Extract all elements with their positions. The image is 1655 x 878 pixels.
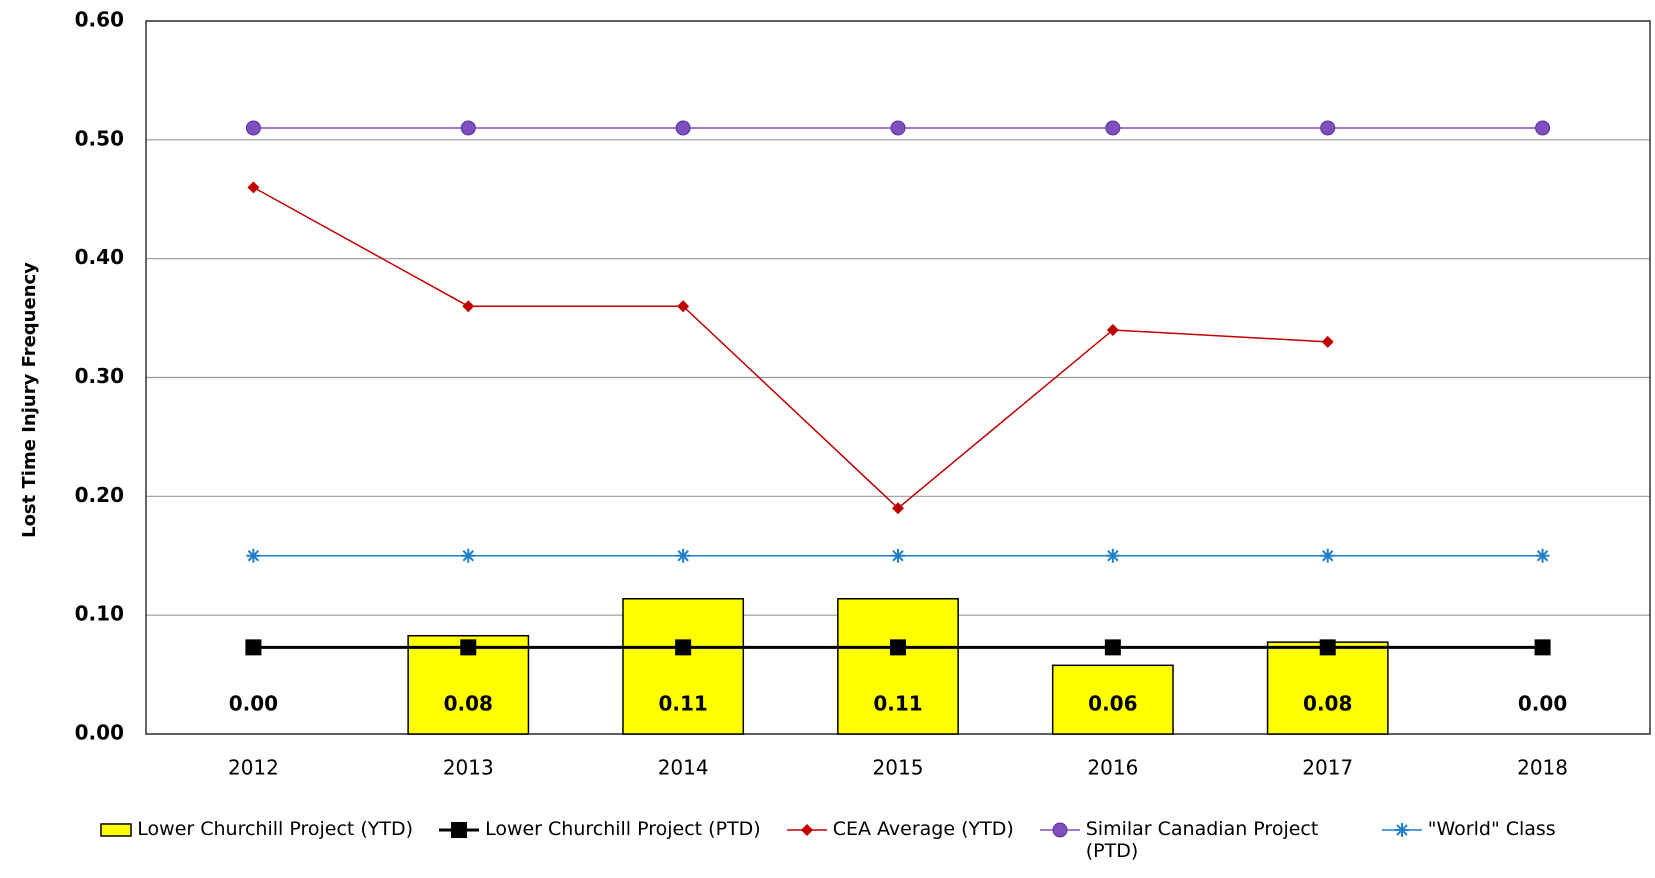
- bar-value-label: 0.11: [873, 692, 922, 716]
- marker: [675, 120, 691, 136]
- legend-item: Similar Canadian Project (PTD): [1038, 818, 1356, 862]
- x-tick-label: 2015: [873, 756, 924, 780]
- marker: [677, 300, 690, 313]
- marker: [461, 548, 476, 563]
- marker: [800, 824, 813, 836]
- bar: [1266, 641, 1389, 735]
- y-tick-label: 0.50: [75, 126, 124, 150]
- legend-item: Lower Churchill Project (YTD): [99, 818, 413, 840]
- x-tick-label: 2016: [1087, 756, 1138, 780]
- legend-item: Lower Churchill Project (PTD): [437, 818, 761, 840]
- legend-label: "World" Class: [1427, 818, 1556, 840]
- marker: [890, 120, 906, 136]
- bar-value-label: 0.11: [658, 692, 707, 716]
- marker: [1105, 120, 1121, 136]
- marker: [1534, 639, 1551, 656]
- marker: [246, 548, 261, 563]
- marker: [245, 639, 262, 656]
- legend-item: CEA Average (YTD): [785, 818, 1014, 840]
- marker: [1052, 822, 1068, 838]
- marker: [451, 822, 468, 838]
- y-tick-label: 0.00: [75, 721, 124, 745]
- bar: [1051, 664, 1174, 735]
- legend-icon: [439, 822, 480, 838]
- marker: [245, 120, 261, 136]
- x-tick-label: 2017: [1302, 756, 1353, 780]
- marker: [1104, 639, 1121, 656]
- marker: [1105, 548, 1120, 563]
- legend-label: Similar Canadian Project (PTD): [1085, 818, 1319, 862]
- marker: [247, 181, 260, 194]
- marker: [462, 300, 475, 313]
- bar-value-label: 0.06: [1088, 692, 1137, 716]
- marker: [460, 120, 476, 136]
- legend-swatch: [100, 823, 133, 837]
- bar: [622, 598, 745, 735]
- marker: [1321, 335, 1334, 348]
- legend-label: Lower Churchill Project (YTD): [137, 818, 414, 840]
- marker: [1319, 639, 1336, 656]
- marker: [1394, 823, 1409, 837]
- bar-value-label: 0.00: [229, 692, 278, 716]
- legend-label: CEA Average (YTD): [832, 818, 1014, 840]
- marker: [1320, 120, 1336, 136]
- y-axis-label: Lost Time Injury Frequency: [19, 262, 40, 538]
- legend-label: Lower Churchill Project (PTD): [485, 818, 761, 840]
- marker: [1535, 120, 1551, 136]
- chart: Lost Time Injury Frequency 0.00 0.10 0.20 0…: [19, 8, 1651, 780]
- bar-value-label: 0.08: [444, 692, 493, 716]
- x-tick-label: 2018: [1517, 756, 1568, 780]
- legend: Lower Churchill Project (YTD) Lower Churc…: [0, 818, 1655, 862]
- marker: [890, 639, 906, 656]
- legend-icon: [1381, 823, 1422, 837]
- y-tick-label: 0.10: [75, 602, 124, 626]
- x-tick-label: 2013: [443, 756, 494, 780]
- bar: [837, 598, 959, 735]
- legend-icon: [1039, 822, 1080, 838]
- marker: [1106, 323, 1119, 336]
- marker: [891, 548, 905, 563]
- marker: [675, 639, 692, 656]
- y-tick-label: 0.20: [75, 483, 124, 507]
- x-tick-label: 2014: [658, 756, 709, 780]
- marker: [1320, 548, 1335, 563]
- legend-item: "World" Class: [1380, 818, 1556, 840]
- y-tick-label: 0.30: [75, 364, 124, 388]
- x-tick-label: 2012: [228, 756, 279, 780]
- marker: [676, 548, 691, 563]
- legend-icon: [100, 823, 133, 837]
- y-tick-label: 0.40: [75, 245, 124, 269]
- marker: [1535, 548, 1550, 563]
- line: [253, 186, 1328, 510]
- legend-icon: [786, 824, 827, 836]
- bar-value-label: 0.08: [1303, 692, 1352, 716]
- y-tick-label: 0.60: [75, 8, 124, 32]
- bar-value-label: 0.00: [1518, 692, 1567, 716]
- marker: [460, 639, 477, 656]
- marker: [892, 502, 904, 515]
